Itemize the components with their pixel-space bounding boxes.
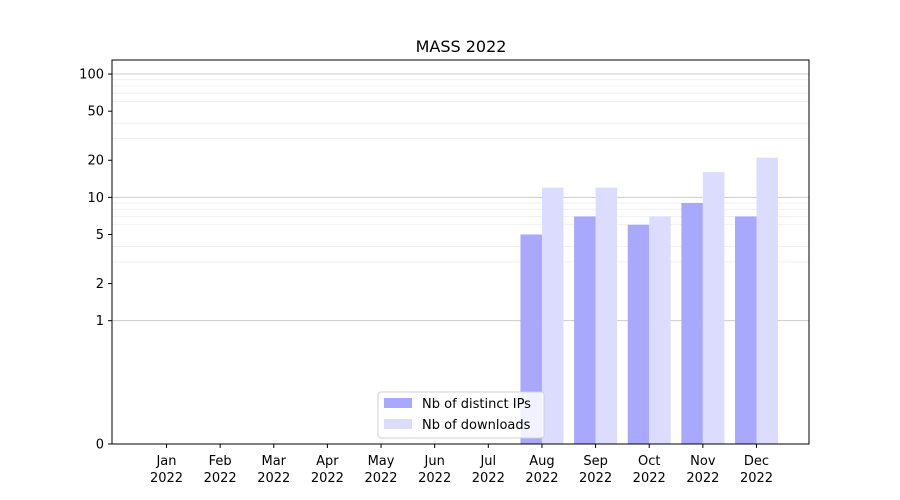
x-tick-label-year: 2022 (257, 471, 290, 486)
y-tick-label: 2 (96, 277, 104, 292)
bar-distinct-ips (681, 203, 703, 444)
x-tick-label-month: Apr (316, 454, 339, 469)
x-tick-label-year: 2022 (579, 471, 612, 486)
bars (520, 157, 778, 445)
legend-swatch (384, 419, 412, 429)
y-tick-label: 1 (96, 314, 104, 329)
legend: Nb of distinct IPs Nb of downloads (377, 391, 545, 439)
bar-downloads (756, 157, 778, 444)
x-tick-label-month: Dec (744, 454, 769, 469)
legend-box (377, 391, 545, 439)
x-tick-label-month: Oct (638, 454, 660, 469)
bar-distinct-ips (735, 216, 757, 444)
x-tick-label-month: Nov (690, 454, 716, 469)
y-tick-label: 20 (87, 154, 104, 169)
y-tick-label: 50 (87, 105, 104, 120)
bar-distinct-ips (574, 216, 596, 444)
legend-label: Nb of downloads (422, 418, 531, 433)
x-tick-label-year: 2022 (686, 471, 719, 486)
bar-downloads (541, 187, 564, 445)
x-tick-label-month: Jan (155, 454, 176, 469)
plot-frame (111, 59, 810, 445)
y-tick-label: 5 (96, 228, 104, 243)
x-tick-label-month: Aug (529, 454, 554, 469)
x-tick-label-month: Jul (479, 454, 496, 469)
x-axis: Jan 2022 Feb 2022 Mar 2022 Apr 2022 May 2022 Jun 20… (150, 444, 773, 486)
legend-swatch (384, 398, 412, 408)
x-tick-label-year: 2022 (364, 471, 397, 486)
x-tick-label-month: Jun (424, 454, 445, 469)
x-tick-label-year: 2022 (472, 471, 505, 486)
bar-downloads (702, 172, 725, 445)
x-tick-label-year: 2022 (204, 471, 237, 486)
bar-distinct-ips (627, 224, 650, 444)
bar-downloads (595, 187, 618, 445)
bar-downloads (649, 216, 671, 444)
x-tick-label-year: 2022 (525, 471, 558, 486)
x-tick-label-year: 2022 (740, 471, 773, 486)
y-tick-label: 100 (79, 68, 104, 83)
x-tick-label-year: 2022 (633, 471, 666, 486)
x-tick-label-year: 2022 (311, 471, 344, 486)
x-tick-label-month: May (368, 454, 395, 469)
x-tick-label-year: 2022 (150, 471, 183, 486)
chart-title: MASS 2022 (416, 37, 507, 56)
x-tick-label-month: Sep (583, 454, 608, 469)
y-axis: 0 1 2 5 10 20 50 100 (79, 68, 112, 453)
x-tick-label-month: Feb (209, 454, 232, 469)
y-tick-label: 0 (96, 438, 104, 453)
y-tick-label: 10 (87, 191, 104, 206)
legend-label: Nb of distinct IPs (422, 397, 531, 412)
x-tick-label-month: Mar (262, 454, 287, 469)
x-tick-label-year: 2022 (418, 471, 451, 486)
